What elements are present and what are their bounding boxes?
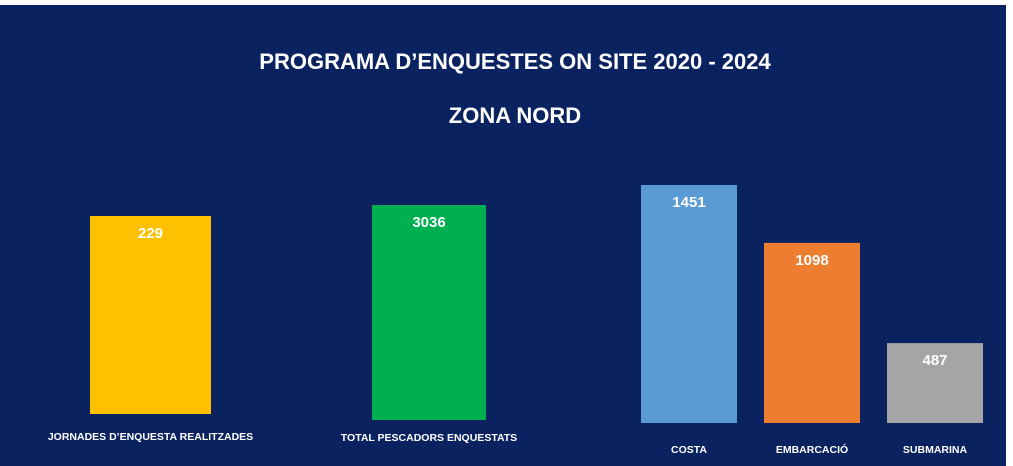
category-label: COSTA <box>671 444 707 456</box>
value-label: 1098 <box>795 252 828 269</box>
title: PROGRAMA D’ENQUESTES ON SITE 2020 - 2024 <box>259 49 771 74</box>
category-label: JORNADES D’ENQUESTA REALITZADES <box>48 431 253 443</box>
value-label: 229 <box>138 225 163 242</box>
subtitle: ZONA NORD <box>449 103 581 128</box>
bar <box>887 343 983 423</box>
category-label: TOTAL PESCADORS ENQUESTATS <box>341 432 517 444</box>
category-label: SUBMARINA <box>903 444 968 456</box>
value-label: 3036 <box>412 214 445 231</box>
value-label: 1451 <box>672 194 705 211</box>
value-label: 487 <box>922 352 947 369</box>
bar <box>90 216 211 414</box>
bar <box>764 242 860 423</box>
bar <box>641 185 737 423</box>
category-label: EMBARCACIÓ <box>776 443 848 456</box>
bar <box>372 205 486 420</box>
